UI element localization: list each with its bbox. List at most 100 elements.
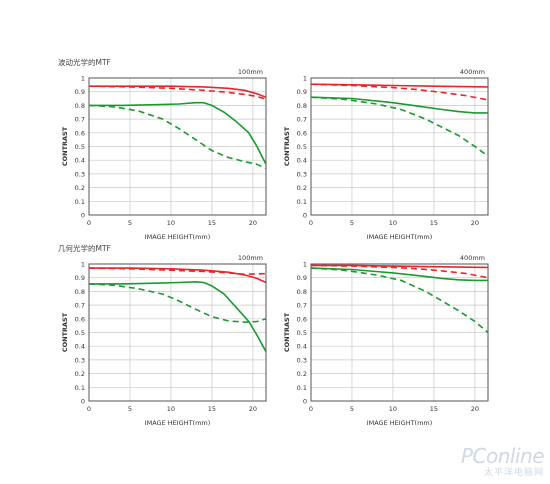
watermark-subtitle: 太平洋电脑网 — [483, 468, 544, 478]
x-tick-label: 5 — [350, 219, 354, 227]
mtf-curve-green-solid — [311, 267, 488, 282]
x-tick-label: 20 — [249, 405, 257, 413]
x-tick-label: 10 — [389, 405, 397, 413]
x-tick-label: 20 — [471, 219, 479, 227]
y-tick-label: 0.9 — [75, 274, 85, 282]
y-tick-label: 0.2 — [75, 370, 85, 378]
y-tick-label: 0.2 — [75, 184, 85, 192]
x-tick-label: 10 — [167, 405, 175, 413]
y-tick-label: 1 — [81, 75, 85, 83]
watermark-logo: PConline — [460, 444, 545, 468]
y-tick-label: 0.3 — [75, 170, 85, 178]
x-tick-label: 5 — [350, 405, 354, 413]
y-tick-label: 0.1 — [75, 198, 85, 206]
y-tick-label: 0.9 — [75, 88, 85, 96]
section-title-diffraction: 波动光学的MTF — [58, 58, 111, 67]
mtf-curve-red-dashed — [89, 85, 266, 100]
y-tick-label: 0.2 — [297, 184, 307, 192]
y-tick-label: 1 — [81, 261, 85, 269]
y-tick-label: 0.5 — [297, 143, 307, 151]
panel-title: 400mm — [460, 254, 485, 262]
y-tick-label: 0.1 — [75, 384, 85, 392]
mtf-curve-green-solid — [89, 281, 266, 353]
mtf-panel-diffraction-100mm: 00.10.20.30.40.50.60.70.80.910 5 10 15 20100… — [61, 68, 267, 241]
mtf-panel-geometric-400mm: 00.10.20.30.40.50.60.70.80.910 5 10 15 20400… — [283, 254, 489, 427]
x-axis-label: IMAGE HEIGHT(mm) — [145, 233, 211, 241]
y-tick-label: 0.8 — [75, 288, 85, 296]
y-tick-label: 0.5 — [75, 143, 85, 151]
mtf-curve-green-solid — [311, 96, 488, 114]
mtf-panel-geometric-100mm: 00.10.20.30.40.50.60.70.80.910 5 10 15 20100… — [61, 254, 267, 427]
y-tick-label: 0.6 — [297, 129, 307, 137]
x-tick-label: 15 — [208, 405, 216, 413]
x-tick-label: 0 — [309, 219, 313, 227]
y-tick-label: 0 — [81, 398, 85, 406]
watermark: PConline 太平洋电脑网 — [460, 444, 545, 478]
mtf-curve-red-solid — [311, 83, 488, 88]
y-tick-label: 0.6 — [75, 129, 85, 137]
mtf-panel-diffraction-400mm: 00.10.20.30.40.50.60.70.80.910 5 10 15 20400… — [283, 68, 489, 241]
y-tick-label: 0.3 — [297, 170, 307, 178]
y-tick-label: 0.9 — [297, 88, 307, 96]
y-tick-label: 0.4 — [75, 343, 85, 351]
y-tick-label: 0.7 — [75, 302, 85, 310]
mtf-curve-green-dashed — [311, 267, 488, 334]
x-tick-label: 15 — [208, 219, 216, 227]
y-axis-label: CONTRAST — [61, 126, 69, 166]
x-axis-label: IMAGE HEIGHT(mm) — [367, 233, 433, 241]
y-tick-label: 0.5 — [75, 329, 85, 337]
x-tick-label: 10 — [389, 219, 397, 227]
y-tick-label: 0.3 — [297, 356, 307, 364]
y-axis-label: CONTRAST — [283, 312, 291, 352]
x-tick-label: 20 — [249, 219, 257, 227]
x-tick-label: 5 — [128, 405, 132, 413]
x-tick-label: 5 — [128, 219, 132, 227]
y-tick-label: 0.6 — [75, 315, 85, 323]
y-tick-label: 0 — [303, 398, 307, 406]
y-axis-label: CONTRAST — [283, 126, 291, 166]
y-tick-label: 0.1 — [297, 198, 307, 206]
y-tick-label: 0.8 — [297, 102, 307, 110]
y-tick-label: 0.6 — [297, 315, 307, 323]
mtf-curve-red-dashed — [311, 264, 488, 279]
x-tick-label: 0 — [309, 405, 313, 413]
mtf-curve-green-solid — [89, 101, 266, 165]
y-tick-label: 0.2 — [297, 370, 307, 378]
x-tick-label: 10 — [167, 219, 175, 227]
mtf-curve-red-dashed — [311, 83, 488, 101]
y-tick-label: 1 — [303, 75, 307, 83]
mtf-curve-red-dashed — [89, 267, 266, 276]
panel-title: 400mm — [460, 68, 485, 76]
x-tick-label: 20 — [471, 405, 479, 413]
y-tick-label: 0.3 — [75, 356, 85, 364]
mtf-curve-green-dashed — [89, 283, 266, 323]
mtf-curve-green-dashed — [311, 96, 488, 157]
y-tick-label: 1 — [303, 261, 307, 269]
x-axis-label: IMAGE HEIGHT(mm) — [145, 419, 211, 427]
y-tick-label: 0.4 — [297, 343, 307, 351]
x-tick-label: 15 — [430, 219, 438, 227]
y-axis-label: CONTRAST — [61, 312, 69, 352]
y-tick-label: 0.8 — [75, 102, 85, 110]
y-tick-label: 0.7 — [297, 302, 307, 310]
mtf-curve-green-dashed — [89, 104, 266, 170]
plot-frame — [310, 77, 489, 216]
y-tick-label: 0.1 — [297, 384, 307, 392]
mtf-curve-red-solid — [311, 264, 488, 269]
plot-frame — [88, 77, 267, 216]
panel-title: 100mm — [238, 68, 263, 76]
y-tick-label: 0.5 — [297, 329, 307, 337]
section-title-geometric: 几何光学的MTF — [58, 244, 111, 253]
mtf-curve-red-solid — [89, 85, 266, 98]
y-tick-label: 0 — [303, 212, 307, 220]
y-tick-label: 0.4 — [297, 157, 307, 165]
x-tick-label: 0 — [87, 219, 91, 227]
x-axis-label: IMAGE HEIGHT(mm) — [367, 419, 433, 427]
y-tick-label: 0.8 — [297, 288, 307, 296]
y-tick-label: 0.9 — [297, 274, 307, 282]
mtf-curve-red-solid — [89, 267, 266, 284]
x-tick-label: 15 — [430, 405, 438, 413]
y-tick-label: 0 — [81, 212, 85, 220]
